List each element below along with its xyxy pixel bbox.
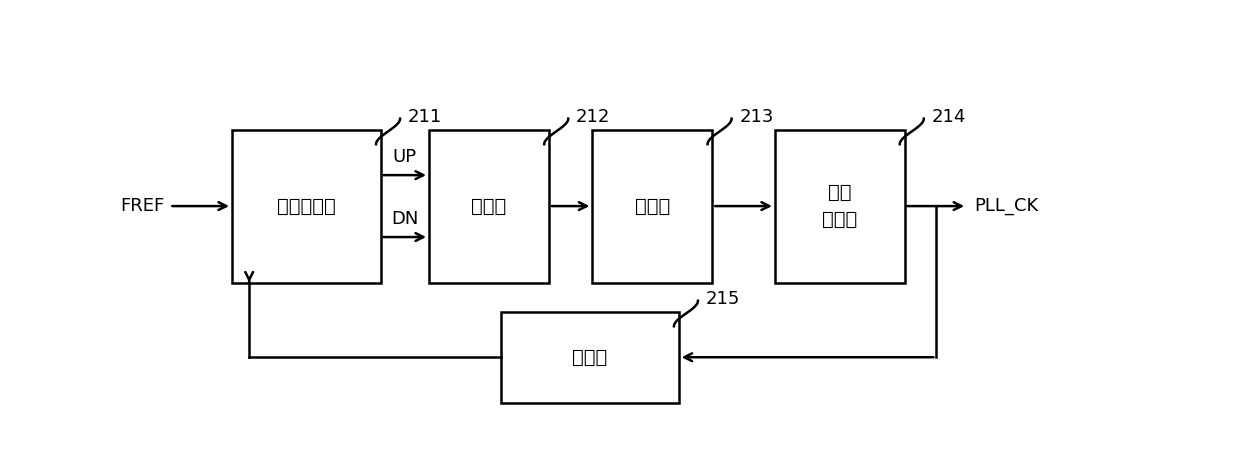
Text: 213: 213 [739,108,774,126]
Bar [501,312,678,403]
Text: 电荷泵: 电荷泵 [471,197,507,216]
Text: 214: 214 [931,108,966,126]
Text: 215: 215 [706,290,740,308]
Bar [775,130,905,282]
Text: 压控
振荡器: 压控 振荡器 [822,184,857,229]
Bar [593,130,713,282]
Text: PLL_CK: PLL_CK [975,197,1039,215]
Text: 211: 211 [408,108,441,126]
Text: FREF: FREF [120,197,165,215]
Text: UP: UP [393,148,417,166]
Text: DN: DN [391,210,419,228]
Text: 分频器: 分频器 [572,348,608,367]
Bar [232,130,381,282]
Text: 212: 212 [575,108,610,126]
Text: 滤波器: 滤波器 [635,197,670,216]
Text: 鉴频鉴相器: 鉴频鉴相器 [277,197,336,216]
Bar [429,130,549,282]
